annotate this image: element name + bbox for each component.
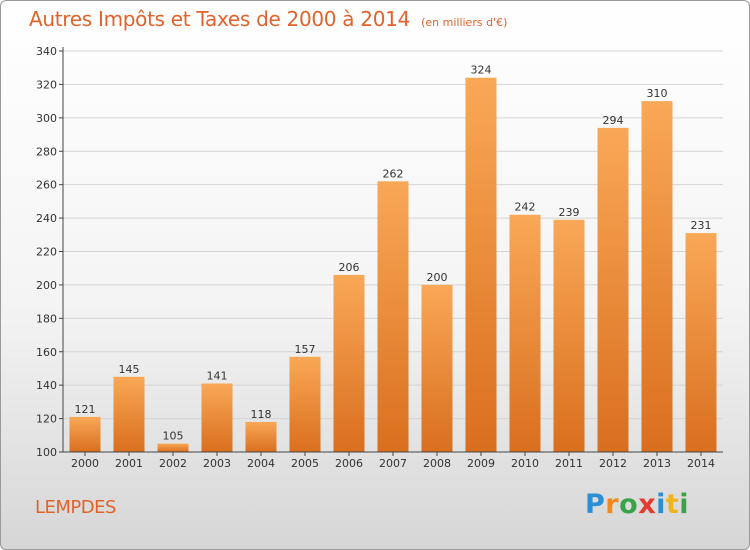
logo-letter: t bbox=[665, 489, 680, 520]
labels: 100 120 140 160 180 200 220 240 260 280 300 320 340 1… bbox=[36, 45, 715, 470]
logo-letter: P bbox=[585, 489, 606, 520]
x-tick-label: 2014 bbox=[687, 457, 715, 470]
logo-letter: i bbox=[656, 489, 666, 520]
x-tick-label: 2009 bbox=[467, 457, 495, 470]
x-tick-label: 2007 bbox=[379, 457, 407, 470]
y-tick-label: 180 bbox=[36, 312, 57, 325]
y-tick-label: 100 bbox=[36, 446, 57, 459]
data-label: 310 bbox=[647, 87, 668, 100]
bar bbox=[333, 274, 365, 452]
x-tick-label: 2013 bbox=[643, 457, 671, 470]
logo-letter: o bbox=[619, 489, 639, 520]
bar bbox=[509, 214, 541, 452]
x-tick-label: 2002 bbox=[159, 457, 187, 470]
bar bbox=[597, 127, 629, 452]
chart-title: Autres Impôts et Taxes de 2000 à 2014 (e… bbox=[29, 7, 507, 31]
y-tick-label: 140 bbox=[36, 379, 57, 392]
bar bbox=[245, 421, 277, 452]
x-tick-label: 2012 bbox=[599, 457, 627, 470]
data-label: 141 bbox=[207, 369, 228, 382]
subtitle-text: (en milliers d'€) bbox=[421, 16, 508, 29]
y-tick-label: 300 bbox=[36, 112, 57, 125]
y-tick-label: 340 bbox=[36, 45, 57, 58]
data-label: 242 bbox=[515, 201, 536, 214]
y-tick-label: 220 bbox=[36, 246, 57, 259]
y-tick-label: 280 bbox=[36, 145, 57, 158]
data-label: 157 bbox=[295, 343, 316, 356]
y-tick-label: 260 bbox=[36, 179, 57, 192]
bar bbox=[289, 356, 321, 452]
bar bbox=[421, 284, 453, 452]
city-name: LEMPDES bbox=[35, 497, 116, 518]
bar bbox=[201, 383, 233, 452]
x-tick-label: 2006 bbox=[335, 457, 363, 470]
y-tick-label: 160 bbox=[36, 346, 57, 359]
bar bbox=[553, 219, 585, 452]
data-label: 118 bbox=[251, 408, 272, 421]
x-tick-label: 2008 bbox=[423, 457, 451, 470]
bar bbox=[641, 101, 673, 452]
bar bbox=[377, 181, 409, 452]
x-tick-label: 2004 bbox=[247, 457, 275, 470]
axes bbox=[59, 47, 723, 456]
x-tick-label: 2010 bbox=[511, 457, 539, 470]
bar bbox=[157, 443, 189, 452]
logo-letter: r bbox=[605, 489, 620, 520]
data-label: 239 bbox=[559, 206, 580, 219]
y-tick-label: 200 bbox=[36, 279, 57, 292]
x-tick-label: 2003 bbox=[203, 457, 231, 470]
x-tick-label: 2011 bbox=[555, 457, 583, 470]
y-tick-label: 240 bbox=[36, 212, 57, 225]
logo-letter: x bbox=[638, 489, 657, 520]
proxiti-logo: Proxiti bbox=[585, 489, 689, 520]
data-label: 206 bbox=[339, 261, 360, 274]
bar bbox=[465, 77, 497, 452]
data-label: 121 bbox=[75, 403, 96, 416]
bars bbox=[69, 77, 717, 452]
data-label: 200 bbox=[427, 271, 448, 284]
bar bbox=[113, 376, 145, 452]
logo-letter: i bbox=[679, 489, 690, 520]
data-label: 324 bbox=[471, 64, 492, 77]
bar bbox=[685, 233, 717, 452]
title-text: Autres Impôts et Taxes de 2000 à 2014 bbox=[29, 7, 410, 31]
data-label: 145 bbox=[119, 363, 140, 376]
bar bbox=[69, 416, 101, 452]
y-tick-label: 120 bbox=[36, 413, 57, 426]
y-tick-label: 320 bbox=[36, 78, 57, 91]
data-label: 262 bbox=[383, 167, 404, 180]
data-label: 231 bbox=[691, 219, 712, 232]
data-label: 105 bbox=[163, 430, 184, 443]
x-tick-label: 2005 bbox=[291, 457, 319, 470]
x-tick-label: 2000 bbox=[71, 457, 99, 470]
data-label: 294 bbox=[603, 114, 624, 127]
x-tick-label: 2001 bbox=[115, 457, 143, 470]
